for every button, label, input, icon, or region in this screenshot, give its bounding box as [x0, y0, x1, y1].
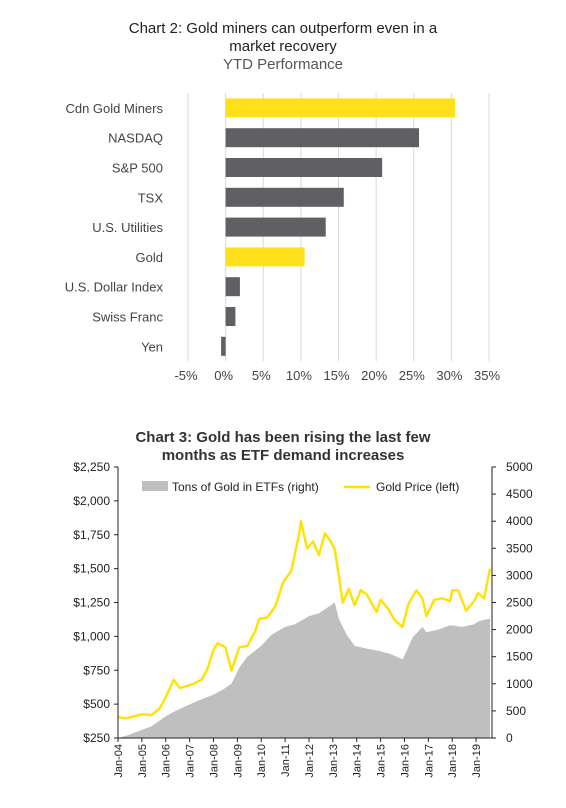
category-label: Yen — [141, 339, 163, 354]
x-tick-label: Jan-10 — [256, 744, 268, 778]
x-tick-label: Jan-08 — [208, 744, 220, 778]
chart-2-title: Chart 2: Gold miners can outperform even… — [0, 20, 566, 56]
right-tick-label: 1500 — [506, 650, 533, 664]
left-tick-label: $2,000 — [73, 494, 110, 508]
category-label: TSX — [138, 190, 164, 205]
chart-2-plot: -5% 0% 5% 10% 15% 20% 25% 30% 35% Cdn Gold Miners… — [65, 93, 500, 383]
x-tick-label: Jan-11 — [280, 744, 292, 777]
x-tick-label: 5% — [252, 368, 271, 383]
bar — [225, 128, 420, 148]
category-label: S&P 500 — [112, 161, 163, 176]
category-label: NASDAQ — [108, 131, 163, 146]
x-tick-label: 15% — [323, 368, 349, 383]
category-label: Cdn Gold Miners — [65, 101, 163, 116]
x-tick-label: Jan-19 — [471, 744, 483, 778]
legend-swatch-etf — [142, 481, 168, 491]
left-tick-label: $1,750 — [73, 528, 110, 542]
right-tick-label: 3500 — [506, 541, 533, 555]
bar — [225, 307, 236, 326]
right-tick-label: 500 — [506, 704, 526, 718]
right-tick-label: 2500 — [506, 596, 533, 610]
left-tick-label: $1,250 — [73, 596, 110, 610]
chart-2-subtitle: YTD Performance — [222, 56, 344, 73]
bar — [225, 277, 240, 297]
right-tick-label: 4500 — [506, 487, 533, 501]
bar — [225, 187, 344, 207]
category-label: U.S. Dollar Index — [65, 280, 164, 295]
left-tick-label: $250 — [83, 731, 110, 745]
x-tick-label: Jan-06 — [161, 744, 173, 778]
chart-2-title-line-1: Chart 2: Gold miners can outperform even… — [128, 20, 438, 37]
x-tick-label: Jan-09 — [232, 744, 244, 778]
x-tick-label: 0% — [214, 368, 233, 383]
x-tick-label: Jan-15 — [376, 744, 388, 778]
left-tick-label: $1,500 — [73, 562, 110, 576]
x-tick-label: Jan-13 — [328, 744, 340, 778]
right-tick-label: 4000 — [506, 514, 533, 528]
chart-3-plot: $250 $500 $750 $1,000 $1,250 $1,500 $1,750 $2,0… — [73, 460, 533, 778]
x-tick-label: Jan-05 — [137, 744, 149, 778]
series-line-gold-price — [117, 520, 492, 720]
x-tick-label: 30% — [436, 368, 462, 383]
x-tick-label: Jan-14 — [352, 744, 364, 778]
right-tick-label: 3000 — [506, 568, 533, 582]
legend-label-gold: Gold Price (left) — [376, 480, 459, 494]
chart-2: Chart 2: Gold miners can outperform even… — [0, 0, 566, 395]
x-tick-label: 20% — [361, 368, 387, 383]
chart-2-title-line-2: market recovery — [229, 38, 337, 55]
series-area-etf-tons — [118, 602, 491, 738]
left-tick-label: $750 — [83, 663, 110, 677]
left-tick-label: $500 — [83, 697, 110, 711]
right-tick-label: 1000 — [506, 677, 533, 691]
x-tick-label: Jan-18 — [447, 744, 459, 778]
chart-3-title-line-1: Chart 3: Gold has been rising the last f… — [135, 429, 431, 446]
x-tick-label: Jan-16 — [399, 744, 411, 778]
x-tick-label: Jan-12 — [304, 744, 316, 778]
bar — [225, 98, 456, 118]
chart-3-title-line-2: months as ETF demand increases — [161, 447, 405, 464]
x-tick-label: 10% — [286, 368, 312, 383]
bar — [225, 217, 326, 237]
bar — [225, 158, 383, 177]
right-tick-label: 5000 — [506, 460, 533, 474]
category-label: Gold — [136, 250, 163, 265]
x-tick-label: -5% — [174, 368, 198, 383]
x-tick-label: 35% — [474, 368, 500, 383]
x-tick-label: 25% — [399, 368, 425, 383]
x-tick-label: Jan-04 — [113, 744, 125, 778]
left-tick-label: $2,250 — [73, 460, 110, 474]
left-tick-label: $1,000 — [73, 629, 110, 643]
right-tick-label: 2000 — [506, 623, 533, 637]
x-tick-label: Jan-17 — [423, 744, 435, 778]
chart-3: Chart 3: Gold has been rising the last f… — [0, 425, 566, 808]
bar — [221, 336, 226, 356]
bar — [225, 247, 305, 267]
category-label: U.S. Utilities — [92, 220, 163, 235]
chart-3-title: Chart 3: Gold has been rising the last f… — [0, 429, 566, 465]
category-label: Swiss Franc — [92, 310, 163, 325]
right-tick-label: 0 — [506, 731, 513, 745]
x-tick-label: Jan-07 — [185, 744, 197, 778]
legend-label-etf: Tons of Gold in ETFs (right) — [172, 480, 319, 494]
